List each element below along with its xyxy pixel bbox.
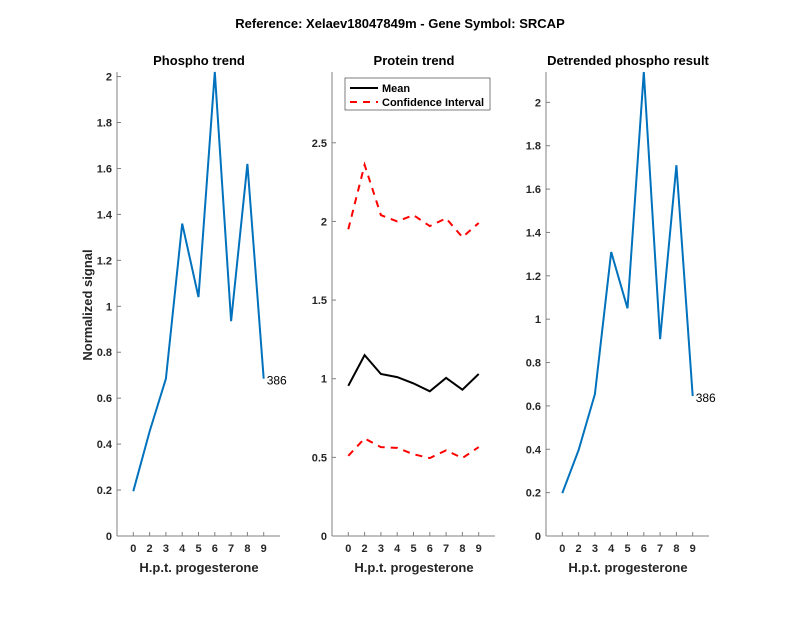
figure-suptitle: Reference: Xelaev18047849m - Gene Symbol… — [235, 16, 565, 31]
x-tick-label: 7 — [228, 543, 234, 555]
y-tick-label: 0 — [106, 531, 112, 543]
x-tick-label: 4 — [394, 543, 401, 555]
y-tick-label: 0.4 — [526, 444, 542, 456]
x-tick-label: 4 — [608, 543, 615, 555]
y-tick-label: 1 — [321, 374, 327, 386]
y-tick-label: 0 — [535, 531, 541, 543]
y-tick-label: 0.4 — [97, 439, 113, 451]
y-tick-label: 2 — [321, 216, 327, 228]
axes: 00.511.522.50 2 3 4 5 6 7 8 9 — [312, 72, 495, 555]
series-line-confidence-interval — [347, 161, 480, 239]
x-tick-label: 8 — [244, 543, 250, 555]
point-annotation: 386 — [267, 374, 287, 388]
y-axis-label: Normalized signal — [80, 249, 95, 360]
y-tick-label: 1.5 — [312, 295, 327, 307]
x-tick-label: 4 — [179, 543, 186, 555]
x-tick-label: 5 — [624, 543, 630, 555]
panel-protein-trend: Protein trend H.p.t. progesterone 0 0.5 1 1… — [312, 53, 495, 575]
panel-detrended-phospho: Detrended phospho result H.p.t. progeste… — [526, 53, 716, 575]
point-annotation: 386 — [696, 391, 716, 405]
y-tick-label: 0.2 — [526, 488, 541, 500]
x-tick-label: 0 — [559, 543, 565, 555]
y-tick-label: 0.8 — [97, 347, 112, 359]
y-tick-label: 1.4 — [526, 227, 542, 239]
x-tick-label: 9 — [261, 543, 267, 555]
y-tick-label: 0.5 — [312, 452, 327, 464]
x-tick-label: 5 — [195, 543, 201, 555]
x-axis-label: H.p.t. progesterone — [568, 560, 687, 575]
x-tick-label: 5 — [410, 543, 416, 555]
legend-label-ci: Confidence Interval — [382, 97, 484, 109]
panel-title: Phospho trend — [153, 53, 245, 68]
legend: Mean Confidence Interval — [344, 77, 491, 111]
panel-phospho-trend: Phospho trend H.p.t. progesterone Normal… — [80, 53, 287, 575]
x-axis-label: H.p.t. progesterone — [139, 560, 258, 575]
y-tick-label: 1 — [535, 314, 541, 326]
y-tick-label: 1 — [106, 301, 112, 313]
series-line-phospho — [132, 71, 265, 492]
series-line-mean — [347, 353, 480, 393]
y-tick-label: 0.2 — [97, 485, 112, 497]
x-tick-label: 8 — [459, 543, 465, 555]
x-tick-label: 2 — [362, 543, 368, 555]
y-tick-label: 1.8 — [526, 141, 541, 153]
y-tick-label: 1.6 — [97, 163, 112, 175]
legend-label-mean: Mean — [382, 83, 410, 95]
series-line-confidence-interval-lower — [347, 437, 480, 460]
y-tick-label: 1.4 — [97, 209, 113, 221]
y-tick-label: 1.2 — [526, 271, 541, 283]
y-tick-label: 2 — [106, 72, 112, 84]
x-axis-label: H.p.t. progesterone — [354, 560, 473, 575]
x-tick-label: 8 — [673, 543, 679, 555]
x-tick-label: 6 — [212, 543, 218, 555]
x-tick-label: 9 — [476, 543, 482, 555]
y-tick-label: 0.6 — [526, 401, 541, 413]
y-tick-label: 0.6 — [97, 393, 112, 405]
x-tick-label: 6 — [641, 543, 647, 555]
y-tick-label: 0 — [321, 531, 327, 543]
y-tick-label: 1.2 — [97, 255, 112, 267]
x-tick-label: 2 — [576, 543, 582, 555]
y-tick-label: 2.5 — [312, 138, 327, 150]
x-tick-label: 3 — [163, 543, 169, 555]
y-tick-label: 1.8 — [97, 118, 112, 130]
y-tick-label: 1.6 — [526, 184, 541, 196]
x-tick-label: 7 — [657, 543, 663, 555]
x-tick-label: 7 — [443, 543, 449, 555]
legend-box — [344, 77, 491, 111]
x-tick-label: 2 — [147, 543, 153, 555]
x-tick-label: 0 — [345, 543, 351, 555]
x-tick-label: 6 — [427, 543, 433, 555]
x-tick-label: 9 — [690, 543, 696, 555]
x-tick-label: 3 — [592, 543, 598, 555]
series-line-detrended-phospho — [561, 71, 694, 494]
panel-title: Detrended phospho result — [547, 53, 709, 68]
x-tick-label: 0 — [130, 543, 136, 555]
panel-title: Protein trend — [374, 53, 455, 68]
x-tick-label: 3 — [378, 543, 384, 555]
y-tick-label: 2 — [535, 97, 541, 109]
y-tick-label: 0.8 — [526, 358, 541, 370]
